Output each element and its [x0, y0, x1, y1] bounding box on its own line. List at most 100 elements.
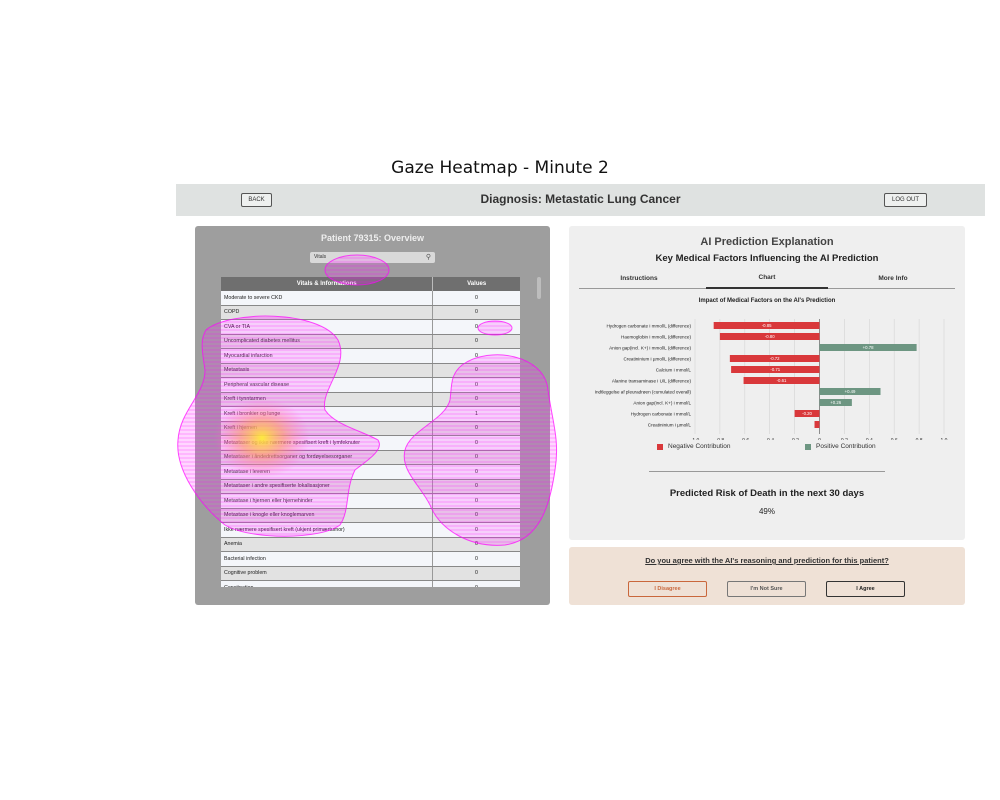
column-header-values: Values: [467, 281, 487, 287]
negative-bar: [719, 333, 820, 340]
legend-negative: Negative Contribution: [657, 443, 731, 450]
category-label: Indtleggelse af pleuradrøen (cumulated o…: [595, 390, 692, 395]
factor-impact-chart: -1,0 -0,8 -0,6 -0,4 -0,2 0 0,2 0,4 0,6 0,8 1,0 Hydr…: [595, 319, 948, 440]
section-divider: [649, 471, 885, 472]
tab-chart[interactable]: Chart: [758, 274, 776, 281]
table-row: Peripheral vascular disease 0: [221, 378, 520, 393]
row-value: 0: [475, 367, 478, 374]
row-name: Kreft i tynntarmen: [221, 392, 433, 406]
row-value: 0: [475, 541, 478, 548]
row-name: Kreft i bronkier og lunge: [221, 407, 433, 421]
row-name: Cognitive problem: [221, 566, 433, 580]
patient-overview-title: Patient 79315: Overview: [320, 233, 425, 243]
row-value: 0: [475, 570, 478, 577]
app-screenshot: BACK Diagnosis: Metastatic Lung Cancer L…: [176, 184, 985, 605]
row-value: 0: [475, 323, 478, 330]
row-value: 0: [475, 338, 478, 345]
not-sure-button[interactable]: I'm Not Sure: [727, 581, 806, 597]
disagree-button[interactable]: I Disagree: [628, 581, 707, 597]
row-name: Metastase i leveren: [221, 465, 433, 479]
search-tag: Vitals: [314, 254, 327, 260]
legend-swatch-negative: [657, 443, 663, 450]
row-value: 0: [475, 352, 478, 359]
row-name: Metastasis: [221, 363, 433, 377]
table-row: Metastase i hjernen eller hjernehinder 0: [221, 494, 520, 509]
row-value: 0: [475, 294, 478, 301]
row-value: 1: [475, 410, 478, 417]
table-row: Myocardial infarction 0: [221, 349, 520, 364]
vitals-table: Vitals & Informations Values Moderate to…: [221, 277, 520, 587]
x-tick-label: 0: [818, 438, 821, 440]
row-value: 0: [475, 425, 478, 432]
x-tick-label: 0,2: [841, 438, 848, 440]
back-button[interactable]: BACK: [241, 193, 272, 207]
row-name: Uncomplicated diabetes mellitus: [221, 334, 433, 348]
row-name: Metastase i hjernen eller hjernehinder: [221, 494, 433, 508]
row-name: Myocardial infarction: [221, 349, 433, 363]
row-name: Anemia: [221, 537, 433, 551]
bar-value-label: -0.71: [770, 367, 780, 372]
ai-explanation-subtitle: Key Medical Factors Influencing the AI P…: [655, 253, 879, 264]
x-tick-label: 0,8: [916, 438, 923, 440]
table-row: Cognitive problem 0: [221, 566, 520, 581]
table-scrollbar[interactable]: [537, 277, 541, 299]
tab-instructions[interactable]: Instructions: [620, 275, 658, 282]
tab-more-info[interactable]: More Info: [878, 275, 908, 282]
bar-value-label: -0.20: [802, 411, 812, 416]
table-row: Kreft i tynntarmen 0: [221, 392, 520, 407]
table-row: Constipation0: [221, 581, 520, 587]
search-icon[interactable]: ⚲: [425, 254, 431, 261]
logout-button[interactable]: LOG OUT: [884, 193, 927, 207]
table-row: Metastaser og ikke nærmere spesifisert k…: [221, 436, 520, 451]
agree-button[interactable]: I Agree: [826, 581, 905, 597]
patient-overview-panel: Patient 79315: Overview Vitals ⚲ Vitals …: [195, 226, 550, 605]
bar-value-label: -0.85: [762, 323, 772, 328]
table-body: Moderate to severe CKD 0 COPD 0 CVA or TIA 0 U…: [221, 291, 520, 587]
category-label: Calcium i mmol/L: [656, 368, 692, 373]
negative-bar: [794, 410, 820, 417]
row-value: 0: [475, 526, 478, 533]
row-value: 0: [475, 483, 478, 490]
x-tick-label: 0,6: [891, 438, 898, 440]
row-name: Metastaser i andre spesifiserte lokalisa…: [221, 479, 433, 493]
table-header: Vitals & Informations Values: [221, 277, 520, 291]
agreement-panel: Do you agree with the AI's reasoning and…: [569, 547, 965, 605]
bar-value-label: +0.26: [830, 400, 841, 405]
legend-label-negative: Negative Contribution: [668, 443, 731, 450]
x-tick-label: 0,4: [866, 438, 873, 440]
row-name: COPD: [221, 305, 433, 319]
table-row: Kreft i hjernen 0: [221, 421, 520, 436]
table-row: Anemia 0: [221, 537, 520, 552]
ai-explanation-title: AI Prediction Explanation: [700, 236, 834, 248]
negative-bar: [731, 366, 820, 373]
row-value: 0: [475, 468, 478, 475]
table-row: Metastaser i andre spesifiserte lokalisa…: [221, 479, 520, 494]
top-bar: BACK Diagnosis: Metastatic Lung Cancer L…: [176, 184, 985, 216]
vitals-search-input[interactable]: Vitals ⚲: [310, 252, 435, 263]
row-value: 0: [475, 439, 478, 446]
row-name: Metastaser og ikke nærmere spesifisert k…: [221, 436, 433, 450]
category-label: Hydrogen carbonate i mmol/L: [631, 412, 692, 417]
category-label: Creatininium i µmol/L: [648, 423, 692, 428]
table-row: Metastaser i åndedrettsorganer og fordøy…: [221, 450, 520, 465]
table-row: CVA or TIA 0: [221, 320, 520, 335]
negative-bar: [729, 355, 820, 362]
chart-title: Impact of Medical Factors on the AI's Pr…: [698, 298, 836, 304]
column-header-name: Vitals & Informations: [221, 277, 434, 291]
category-label: Haemoglobin i mmol/L (difference): [621, 335, 691, 340]
row-value: 0: [475, 309, 478, 316]
bar-value-label: -0.80: [765, 334, 775, 339]
row-value: 0: [475, 381, 478, 388]
table-row: Metastase i leveren 0: [221, 465, 520, 480]
category-label: Alanine transaminase i U/L (difference): [612, 379, 692, 384]
figure-title: Gaze Heatmap - Minute 2: [391, 158, 609, 178]
row-name: Kreft i hjernen: [221, 421, 433, 435]
row-name: Metastaser i åndedrettsorganer og fordøy…: [221, 450, 433, 464]
row-name: CVA or TIA: [221, 320, 433, 334]
page-title: Diagnosis: Metastatic Lung Cancer: [480, 192, 681, 206]
table-row: COPD 0: [221, 305, 520, 320]
row-name: Bacterial infection: [221, 552, 433, 566]
table-row: Ikke nærmere spesifisert kreft (ukjent p…: [221, 523, 520, 538]
x-tick-label: -0,4: [765, 438, 774, 440]
category-label: Creatininium i µmol/L (difference): [624, 357, 692, 362]
